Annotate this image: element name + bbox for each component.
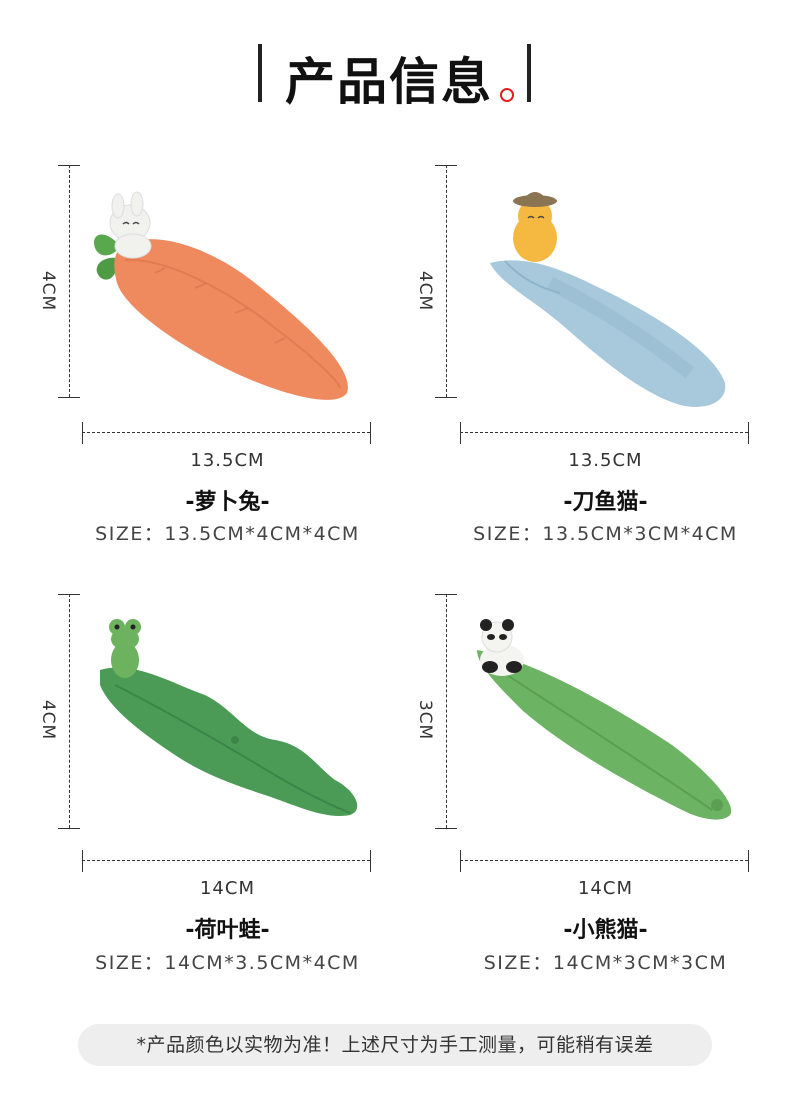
length-dimension-line xyxy=(82,432,370,433)
product-card-panda: 3CM 14CM -小熊猫- SIZE：14CM*3CM*3CM xyxy=(395,580,790,1050)
carrot-rabbit-tray-image xyxy=(94,191,348,400)
disclaimer-note: *产品颜色以实物为准！上述尺寸为手工测量，可能稍有误差 xyxy=(78,1024,712,1066)
height-dimension-line xyxy=(69,594,70,828)
length-dimension-line xyxy=(460,432,748,433)
product-size: SIZE：13.5CM*3CM*4CM xyxy=(473,523,738,545)
length-dimension-line xyxy=(82,860,370,861)
panda-tray-image xyxy=(477,619,732,820)
height-dimension-line xyxy=(446,165,447,397)
fish-cat-tray-image xyxy=(490,192,726,407)
title-left-bar xyxy=(258,44,262,102)
product-name: -小熊猫- xyxy=(563,918,648,943)
length-label: 14CM xyxy=(577,878,633,899)
product-name: -刀鱼猫- xyxy=(563,490,648,515)
title-accent-dot xyxy=(500,88,514,102)
height-dimension-line xyxy=(446,594,447,828)
height-label: 4CM xyxy=(38,270,59,312)
page-title: 产品信息 xyxy=(285,52,493,111)
product-card-fish-cat: 4CM 13.5CM -刀鱼猫- SIZE：13.5CM*3CM*4CM xyxy=(395,150,790,620)
product-size: SIZE：13.5CM*4CM*4CM xyxy=(95,523,360,545)
product-card-leaf-frog: 4CM 14CM -荷叶蛙- SIZE：14CM*3.5CM*4CM xyxy=(0,580,395,1050)
height-label: 4CM xyxy=(415,270,436,312)
page-title-area: 产品信息 xyxy=(0,38,790,111)
height-dimension-line xyxy=(69,165,70,397)
length-label: 14CM xyxy=(199,878,255,899)
product-name: -萝卜兔- xyxy=(185,490,270,515)
height-label: 3CM xyxy=(415,699,436,741)
product-size: SIZE：14CM*3CM*3CM xyxy=(483,952,728,974)
product-name: -荷叶蛙- xyxy=(185,918,270,943)
height-label: 4CM xyxy=(38,699,59,741)
length-dimension-line xyxy=(460,860,748,861)
title-right-bar xyxy=(527,44,531,102)
product-card-carrot-rabbit: 4CM 13.5CM -萝卜兔- SIZE：13.5CM*4CM*4CM xyxy=(0,150,395,620)
leaf-frog-tray-image xyxy=(100,619,358,816)
length-label: 13.5CM xyxy=(190,450,265,471)
product-size: SIZE：14CM*3.5CM*4CM xyxy=(95,952,360,974)
length-label: 13.5CM xyxy=(568,450,643,471)
